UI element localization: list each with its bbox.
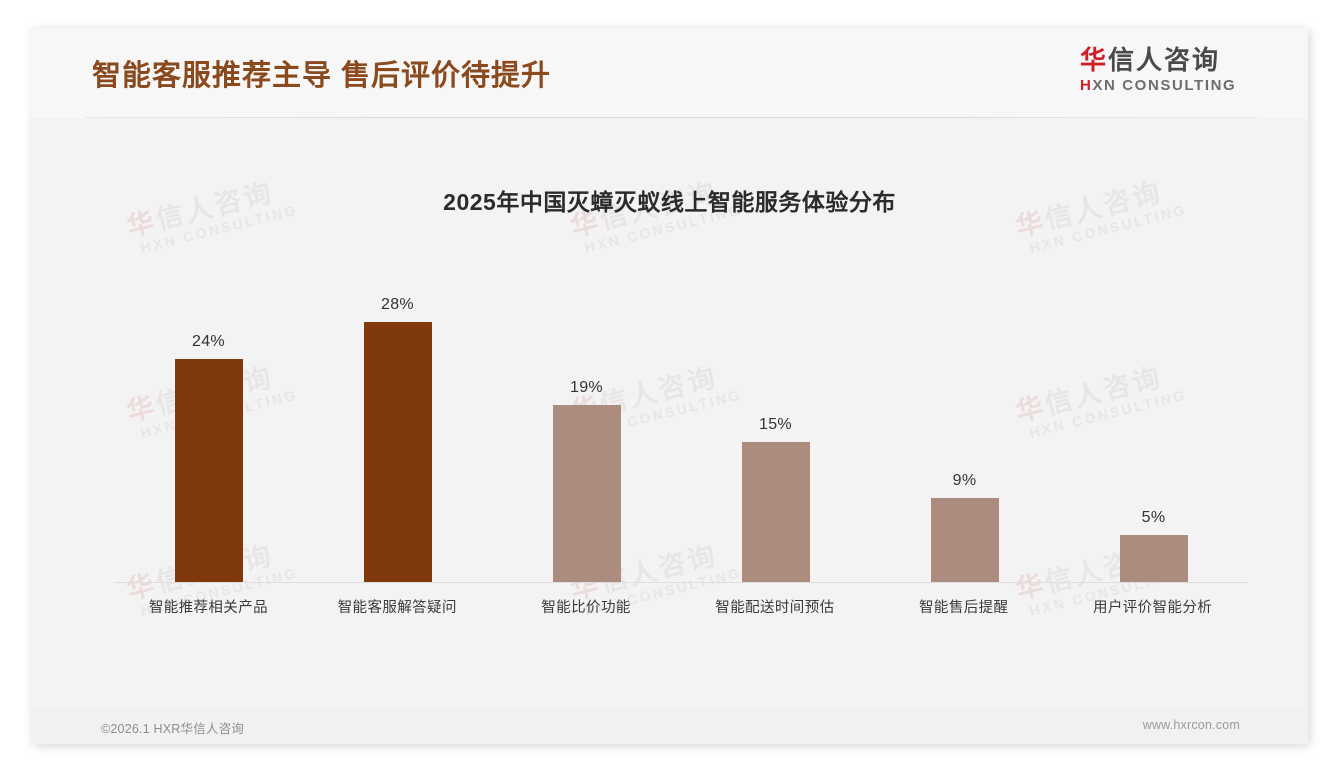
x-axis-tick-labels: 智能推荐相关产品 智能客服解答疑问 智能比价功能 智能配送时间预估 智能售后提醒 用户评价…	[114, 596, 1247, 617]
x-axis-line	[114, 582, 1248, 583]
x-axis-tick-label: 智能售后提醒	[919, 600, 1009, 616]
bar-value-label: 5%	[1141, 509, 1166, 526]
bar-column: 28%	[303, 248, 492, 582]
bar-column: 5%	[1059, 248, 1248, 582]
bar[interactable]	[552, 405, 621, 582]
chart-plot-area: 24% 28% 19% 15% 9% 5%	[79, 248, 1261, 583]
brand-logo-en: HXN CONSULTING	[1080, 77, 1270, 94]
bar[interactable]	[930, 498, 999, 582]
bar-value-label: 28%	[381, 296, 414, 313]
bar-series: 24% 28% 19% 15% 9% 5%	[114, 248, 1248, 582]
website-url[interactable]: www.hxrcon.com	[1142, 718, 1240, 732]
slide-body: 华信人咨询 HXN CONSULTING 华信人咨询 HXN CONSULTIN…	[31, 118, 1308, 744]
slide-footer: ©2026.1 HXR华信人咨询 www.hxrcon.com	[31, 707, 1308, 744]
bar-column: 9%	[870, 248, 1059, 582]
bar[interactable]	[174, 359, 243, 582]
bar-value-label: 9%	[952, 472, 977, 489]
brand-logo-en-rest: XN CONSULTING	[1092, 76, 1237, 94]
x-axis-tick-label: 智能推荐相关产品	[148, 600, 269, 616]
copyright-text: ©2026.1 HXR华信人咨询	[101, 722, 245, 736]
bar-column: 15%	[681, 248, 870, 582]
slide-card: 智能客服推荐主导 售后评价待提升 华信人咨询 HXN CONSULTING 华信…	[31, 28, 1308, 744]
header-divider	[85, 117, 1257, 118]
bar-column: 19%	[492, 248, 681, 582]
x-axis-tick-label: 智能配送时间预估	[715, 600, 835, 616]
brand-logo-en-accent: H	[1080, 76, 1093, 94]
bar-value-label: 19%	[570, 379, 603, 396]
bar-value-label: 15%	[759, 416, 792, 433]
slide-header: 智能客服推荐主导 售后评价待提升 华信人咨询 HXN CONSULTING	[31, 28, 1308, 118]
bar-value-label: 24%	[192, 333, 225, 350]
brand-logo-cn-rest: 信人咨询	[1108, 45, 1221, 75]
brand-logo-cn-accent: 华	[1080, 45, 1109, 75]
page-title: 智能客服推荐主导 售后评价待提升	[92, 60, 552, 92]
bar-column: 24%	[114, 248, 303, 582]
bar[interactable]	[1119, 535, 1188, 582]
brand-logo: 华信人咨询 HXN CONSULTING	[1080, 45, 1270, 94]
x-axis-tick-label: 智能客服解答疑问	[337, 600, 457, 616]
bar[interactable]	[741, 442, 810, 582]
x-axis-tick-label: 用户评价智能分析	[1092, 600, 1213, 616]
brand-logo-cn: 华信人咨询	[1080, 45, 1270, 76]
chart-title: 2025年中国灭蟑灭蚁线上智能服务体验分布	[443, 189, 896, 215]
x-axis-tick-label: 智能比价功能	[541, 600, 631, 616]
bar[interactable]	[363, 322, 432, 582]
